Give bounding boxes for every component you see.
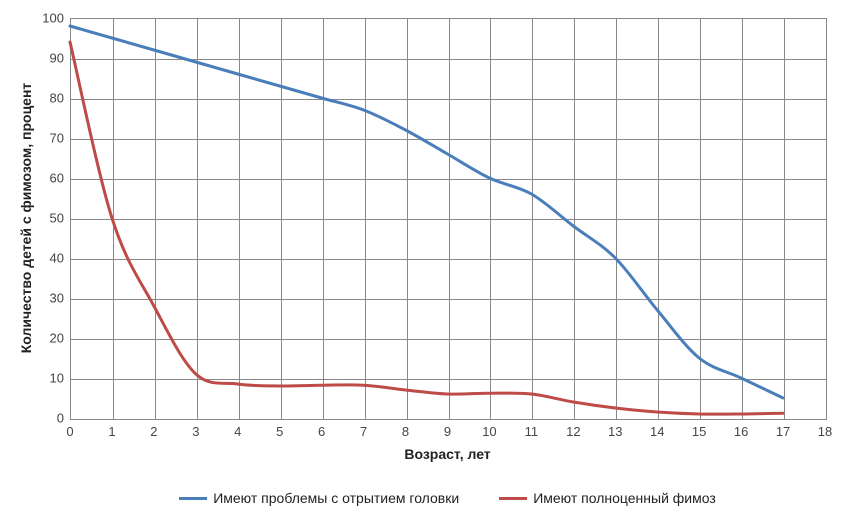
series-line-0 [70, 26, 783, 398]
chart-container: Количество детей с фимозом, процент Возр… [0, 0, 854, 518]
chart-svg [0, 0, 854, 518]
series-line-1 [70, 42, 783, 414]
